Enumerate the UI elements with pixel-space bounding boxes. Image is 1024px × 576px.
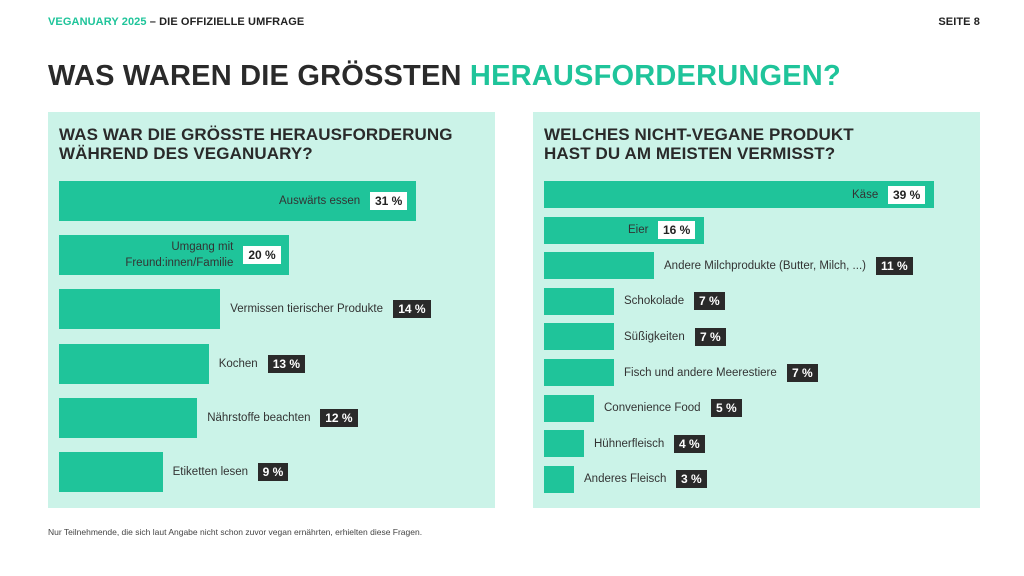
category-label-6: Fisch und andere Meerestiere (624, 366, 777, 379)
category-label-3: Vermissen tierischer Produkte (230, 303, 383, 316)
value-label-3: 14 % (393, 300, 431, 319)
page-title-main: WAS WAREN DIE GRÖSSTEN (48, 60, 470, 92)
footnote: Nur Teilnehmende, die sich laut Angabe n… (48, 527, 423, 537)
value-label-6: 9 % (257, 463, 289, 481)
category-label-9: Anderes Fleisch (584, 473, 667, 486)
value-label-4: 7 % (694, 292, 725, 311)
bar-5 (59, 397, 198, 438)
bar-1 (544, 181, 934, 208)
challenge-panel: WAS WAR DIE GRÖSSTE HERAUSFORDERUNG WÄHR… (48, 112, 495, 508)
bar-9 (544, 465, 574, 493)
missed-product-chart-title: WELCHES NICHT-VEGANE PRODUKT HAST DU AM … (544, 125, 854, 163)
value-label-6: 7 % (787, 363, 818, 382)
value-label-9: 3 % (676, 470, 707, 489)
category-label-4: Schokolade (624, 295, 685, 308)
bar-7 (544, 394, 594, 422)
category-label-5: Süßigkeiten (624, 330, 685, 343)
category-label-1: Käse (852, 188, 879, 201)
category-label-line-2: Freund:innen/Familie (125, 257, 234, 270)
header-subtitle: DIE OFFIZIELLE UMFRAGE (159, 16, 305, 28)
bar-6 (544, 359, 614, 386)
category-label-5: Nährstoffe beachten (207, 411, 311, 424)
challenge-bar-chart: 31 % Auswärts essen 20 % Umgang mit Freund:i… (48, 112, 495, 508)
header-separator: – (146, 16, 160, 28)
bar-3 (544, 252, 654, 280)
challenge-chart-title: WAS WAR DIE GRÖSSTE HERAUSFORDERUNG WÄHR… (59, 125, 453, 163)
value-label-7: 5 % (711, 399, 742, 418)
category-label-2: Umgang mit Freund:innen/Familie (125, 239, 233, 271)
bar-4 (59, 343, 209, 384)
category-label-7: Convenience Food (604, 402, 701, 415)
value-label-1: 31 % (370, 192, 408, 210)
category-label-2: Eier (628, 224, 649, 237)
value-label-5: 12 % (320, 408, 358, 427)
missed-product-panel: WELCHES NICHT-VEGANE PRODUKT HAST DU AM … (533, 112, 980, 508)
bar-3 (59, 289, 221, 330)
value-label-3: 11 % (876, 256, 913, 275)
category-label-line-1: Umgang mit (171, 241, 234, 254)
challenge-title-line-1: WAS WAR DIE GRÖSSTE HERAUSFORDERUNG (59, 125, 453, 144)
challenge-title-line-2: WÄHREND DES VEGANUARY? (59, 144, 313, 163)
category-label-6: Etiketten lesen (172, 466, 249, 478)
category-label-4: Kochen (218, 357, 258, 370)
value-label-2: 16 % (658, 221, 696, 240)
value-label-1: 39 % (888, 185, 926, 204)
value-label-5: 7 % (695, 327, 726, 346)
page-number: SEITE 8 (938, 16, 980, 28)
brand-label: VEGANUARY 2025 (48, 16, 147, 28)
category-label-3: Andere Milchprodukte (Butter, Milch, ...… (664, 259, 866, 272)
bar-5 (544, 323, 614, 351)
bar-1 (59, 181, 416, 221)
missed-title-line-2: HAST DU AM MEISTEN VERMISST? (544, 144, 836, 163)
category-label-1: Auswärts essen (279, 195, 361, 207)
bar-8 (544, 430, 584, 458)
missed-product-bar-chart: 39 % Käse 16 % Eier 11 % Andere Milchprodukte… (533, 112, 980, 508)
value-label-2: 20 % (243, 246, 281, 265)
bar-6 (59, 452, 163, 492)
value-label-4: 13 % (267, 354, 306, 373)
top-bar: VEGANUARY 2025 – DIE OFFIZIELLE UMFRAGE … (48, 16, 980, 30)
missed-title-line-1: WELCHES NICHT-VEGANE PRODUKT (544, 125, 854, 144)
bar-4 (544, 287, 614, 315)
page-title: WAS WAREN DIE GRÖSSTEN HERAUSFORDERUNGEN… (48, 60, 841, 93)
page-title-accent: HERAUSFORDERUNGEN? (469, 60, 841, 92)
category-label-8: Hühnerfleisch (594, 437, 665, 450)
value-label-8: 4 % (674, 434, 705, 453)
